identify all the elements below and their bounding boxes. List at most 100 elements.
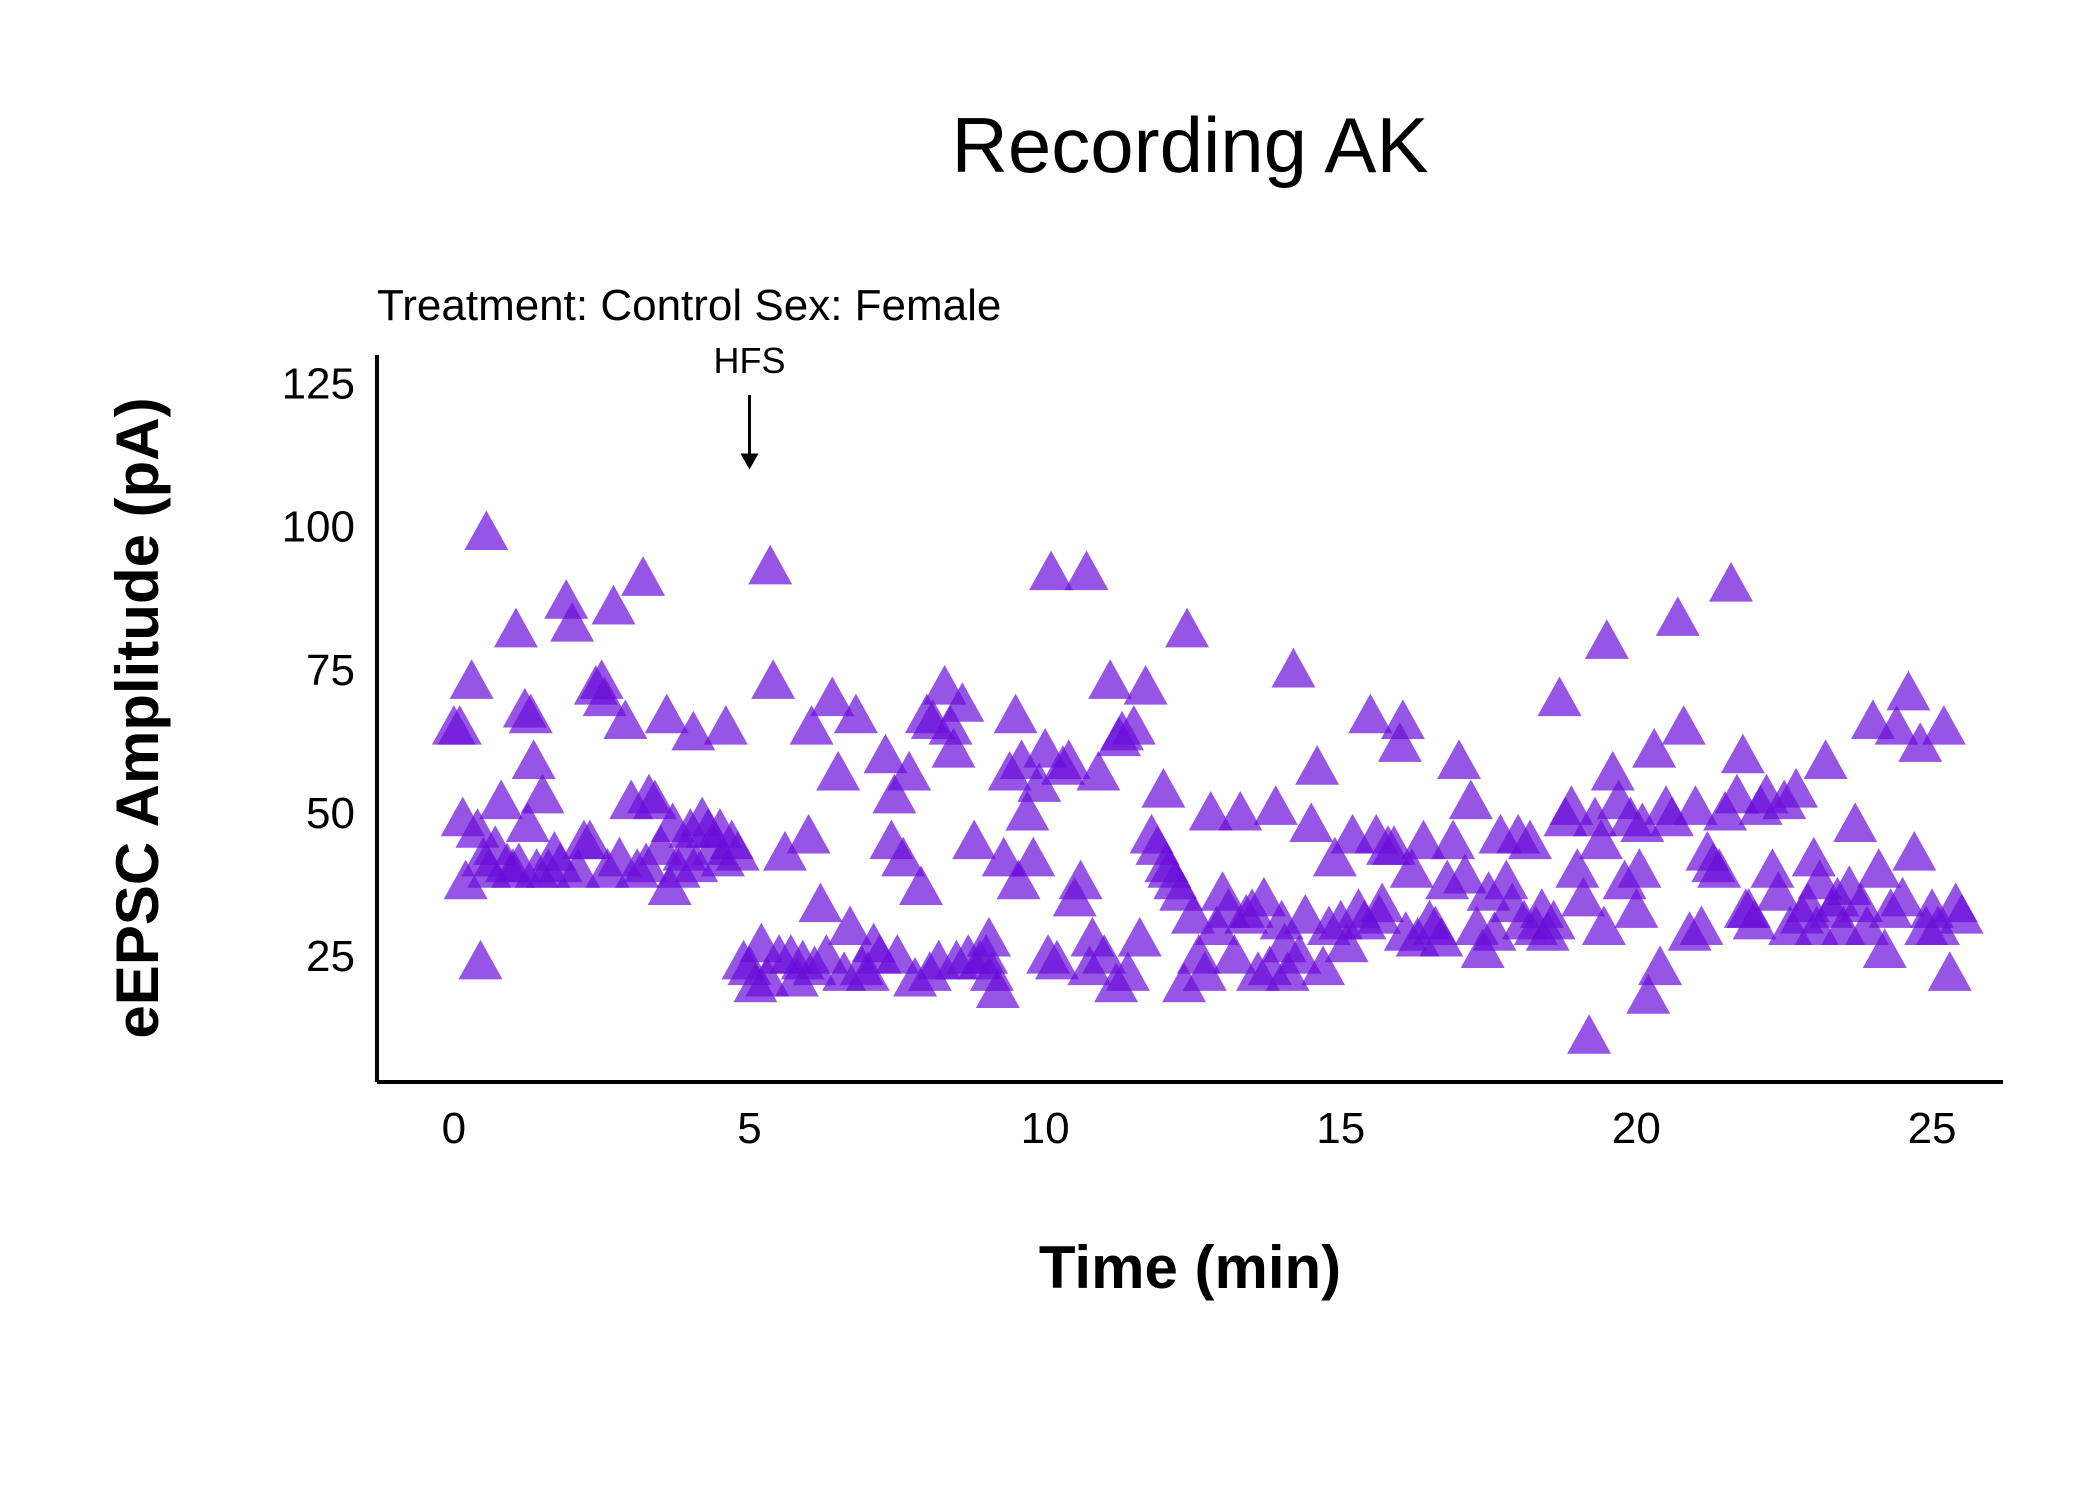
data-point [1029, 550, 1074, 591]
data-point [443, 859, 488, 900]
data-point [1555, 848, 1600, 888]
data-point [996, 859, 1041, 900]
x-axis-label: Time (min) [1039, 1234, 1341, 1301]
data-point [810, 676, 855, 717]
data-point [1880, 876, 1925, 917]
data-point [952, 819, 997, 860]
data-point [1732, 899, 1777, 940]
data-point [1472, 911, 1517, 951]
data-point [1017, 762, 1062, 802]
data-point [798, 882, 843, 923]
data-point [1141, 768, 1186, 808]
data-point [1927, 951, 1972, 991]
data-point [1573, 796, 1618, 837]
data-point [505, 802, 550, 843]
data-point [1377, 722, 1422, 762]
data-point [464, 510, 509, 551]
data-point [828, 905, 873, 946]
data-point [931, 727, 976, 768]
data-point [1709, 561, 1754, 602]
x-tick-label: 20 [1612, 1104, 1661, 1153]
data-point [508, 693, 553, 734]
data-point [1531, 899, 1576, 940]
data-point [1088, 659, 1133, 699]
data-point [1561, 876, 1606, 917]
data-point [1567, 1014, 1612, 1054]
data-point [1921, 705, 1966, 745]
data-point [579, 659, 624, 699]
data-point [1182, 951, 1227, 991]
data-point [1466, 871, 1511, 911]
data-point [1617, 848, 1662, 888]
data-point [493, 607, 538, 648]
data-point [1714, 773, 1759, 814]
data-point [745, 956, 790, 997]
data-point [1626, 974, 1671, 1014]
y-tick-label: 25 [306, 932, 355, 981]
data-point [1082, 934, 1127, 974]
data-point [1549, 785, 1594, 825]
data-point [1537, 676, 1582, 717]
data-point [993, 693, 1038, 734]
data-point [1312, 836, 1357, 877]
data-point [1105, 951, 1150, 991]
y-axis-label: eEPSC Amplitude (pA) [104, 397, 171, 1038]
hfs-annotation: HFS [714, 340, 786, 470]
data-point [621, 556, 666, 596]
data-point [1448, 779, 1493, 820]
data-point [1295, 745, 1340, 785]
y-tick-label: 75 [306, 646, 355, 695]
data-point [1348, 693, 1393, 734]
data-point [1076, 750, 1121, 791]
data-point [1401, 819, 1446, 860]
data-point [875, 934, 920, 974]
data-point [1431, 819, 1476, 860]
data-point [1915, 905, 1960, 946]
data-point [1898, 722, 1943, 762]
data-point [975, 968, 1020, 1009]
data-point [1301, 945, 1346, 986]
data-point [582, 676, 627, 717]
data-point [671, 710, 716, 751]
data-point [1011, 836, 1056, 877]
data-point [833, 693, 878, 734]
y-tick-label: 50 [306, 789, 355, 838]
data-point [479, 779, 524, 820]
data-point [1188, 790, 1233, 831]
data-point [1697, 848, 1742, 888]
data-point [863, 733, 908, 774]
data-point [1638, 945, 1683, 986]
data-point [1437, 739, 1482, 780]
data-point [751, 659, 796, 699]
data-point [1649, 796, 1694, 837]
data-point [1162, 962, 1207, 1003]
data-point [748, 544, 793, 585]
data-point [1756, 871, 1801, 911]
data-point [816, 750, 861, 791]
data-point [789, 705, 834, 745]
data-point [1581, 905, 1626, 946]
x-tick-label: 5 [737, 1104, 761, 1153]
data-point [1170, 893, 1215, 934]
data-point [1064, 550, 1109, 591]
data-point [898, 865, 943, 905]
data-point [1241, 876, 1286, 917]
data-point [1679, 905, 1724, 946]
data-point [567, 819, 612, 860]
y-tick-label: 125 [282, 360, 355, 409]
data-point [1360, 882, 1405, 923]
data-point [1856, 848, 1901, 888]
data-point [1218, 790, 1263, 831]
data-point [1283, 893, 1328, 934]
data-point [632, 779, 677, 820]
data-point [1614, 888, 1659, 928]
chart-subtitle: Treatment: Control Sex: Female [377, 281, 1001, 330]
data-point [1892, 831, 1937, 871]
data-point [1389, 848, 1434, 888]
data-point [1673, 785, 1718, 825]
data-point [1750, 848, 1795, 888]
data-point [1590, 750, 1635, 791]
data-point [1839, 882, 1884, 923]
x-tick-label: 0 [442, 1104, 466, 1153]
data-point [603, 699, 648, 739]
